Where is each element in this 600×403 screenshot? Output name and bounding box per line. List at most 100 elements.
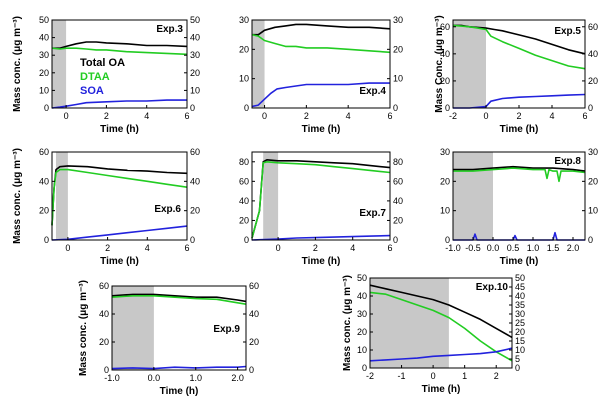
right-y-tick-label: 45	[515, 282, 525, 292]
right-y-tick-label: 40	[249, 309, 259, 319]
plot-frame	[251, 19, 391, 109]
x-tick-label: 6	[184, 243, 189, 253]
y-tick-label: 40	[239, 196, 249, 206]
series-line-soa	[453, 93, 586, 109]
right-y-tick-label: 0	[393, 235, 398, 245]
right-y-tick-label: 5	[515, 354, 520, 364]
x-axis-label: Time (h)	[100, 124, 139, 135]
y-tick-label: 40	[99, 309, 109, 319]
y-tick-label: 20	[440, 76, 450, 86]
y-tick-label: 20	[99, 337, 109, 347]
shaded-region	[453, 152, 493, 240]
series-line-soa	[51, 225, 188, 241]
y-tick-label: 40	[39, 176, 49, 186]
chart-panel-6: -1.0 -0.5 0.0 0.5 1.0 1.5 2.0 0 10 20 30 0 10 20 30 Tim…	[440, 147, 598, 267]
y-tick-label: 0	[44, 235, 49, 245]
y-tick-label: 50	[357, 273, 367, 283]
x-tick-label: 1	[462, 371, 467, 381]
x-tick-label: 0	[65, 243, 70, 253]
x-axis-label: Time (h)	[500, 124, 539, 135]
x-tick-label: 0	[276, 243, 281, 253]
right-y-tick-label: 20	[393, 215, 403, 225]
right-y-tick-label: 10	[588, 206, 598, 216]
chart-panel-8: -2 -1 0 1 20102030405005101520253035404550Ti…	[342, 273, 525, 395]
x-axis-label: Time (h)	[100, 256, 139, 267]
y-tick-label: 20	[239, 215, 249, 225]
shaded-region	[252, 20, 265, 108]
panel-title: Exp.5	[554, 26, 581, 37]
series-line-total	[52, 41, 188, 50]
series-line-soa	[51, 99, 187, 109]
legend-item-soa: SOA	[80, 85, 104, 97]
y-tick-label: 30	[39, 50, 49, 60]
series-line-soa	[251, 82, 390, 108]
panel-title: Exp.4	[359, 86, 386, 97]
x-tick-label: -2	[366, 371, 374, 381]
legend-item-dtaa: DTAA	[80, 71, 110, 83]
y-tick-label: 50	[39, 15, 49, 25]
series-line-dtaa	[251, 161, 391, 239]
y-axis-label: Mass conc. (μg m⁻³)	[78, 280, 89, 376]
right-y-tick-label: 20	[515, 327, 525, 337]
panel-title: Exp.7	[359, 208, 386, 219]
x-tick-label: 6	[184, 111, 189, 121]
series-line-dtaa	[369, 291, 513, 362]
y-axis-label: Mass Conc. (μg m⁻³)	[434, 15, 445, 113]
x-tick-label: 2	[304, 111, 309, 121]
right-y-tick-label: 40	[515, 291, 525, 301]
right-y-tick-label: 20	[190, 68, 200, 78]
plot-frame	[51, 151, 188, 241]
y-axis-label: Mass conc. (μg m⁻³)	[12, 148, 23, 244]
series-line-total	[252, 23, 391, 36]
y-tick-label: 80	[239, 157, 249, 167]
shaded-region	[112, 286, 154, 370]
right-y-tick-label: 40	[190, 176, 200, 186]
y-tick-label: 40	[440, 49, 450, 59]
right-y-tick-label: 30	[190, 50, 200, 60]
shaded-region	[263, 152, 279, 240]
x-tick-label: 0	[483, 111, 488, 121]
x-tick-label: -1.0	[445, 243, 461, 253]
y-tick-label: 60	[99, 281, 109, 291]
x-tick-label: 2	[494, 371, 499, 381]
right-y-tick-label: 10	[190, 85, 200, 95]
right-y-tick-label: 0	[588, 103, 593, 113]
shaded-region	[52, 20, 67, 108]
x-tick-label: 2.0	[567, 243, 580, 253]
right-y-tick-label: 50	[515, 273, 525, 283]
right-y-tick-label: 20	[588, 176, 598, 186]
right-y-tick-label: 20	[393, 44, 403, 54]
right-y-tick-label: 40	[588, 49, 598, 59]
y-tick-label: 0	[445, 235, 450, 245]
right-y-tick-label: 30	[588, 147, 598, 157]
x-axis-label: Time (h)	[302, 256, 341, 267]
right-y-tick-label: 35	[515, 300, 525, 310]
shaded-region	[55, 152, 68, 240]
x-tick-label: 6	[387, 111, 392, 121]
y-axis-label: Mass conc. (μg m⁻³)	[12, 16, 23, 112]
y-tick-label: 10	[39, 85, 49, 95]
y-tick-label: 30	[357, 309, 367, 319]
right-y-tick-label: 40	[393, 196, 403, 206]
right-y-tick-label: 25	[515, 318, 525, 328]
y-tick-label: 0	[362, 363, 367, 373]
right-y-tick-label: 60	[393, 176, 403, 186]
y-tick-label: 20	[239, 44, 249, 54]
right-y-tick-label: 0	[190, 103, 195, 113]
x-tick-label: 2.0	[231, 373, 244, 383]
y-tick-label: 20	[357, 327, 367, 337]
y-tick-label: 0	[244, 103, 249, 113]
right-y-tick-label: 0	[249, 365, 254, 375]
y-tick-label: 60	[39, 147, 49, 157]
x-tick-label: 0.0	[487, 243, 500, 253]
x-tick-label: 2	[105, 243, 110, 253]
x-tick-label: -0.5	[465, 243, 481, 253]
right-y-tick-label: 10	[515, 345, 525, 355]
x-tick-label: -1	[398, 371, 406, 381]
y-tick-label: 40	[39, 33, 49, 43]
y-tick-label: 60	[239, 176, 249, 186]
right-y-tick-label: 50	[190, 15, 200, 25]
